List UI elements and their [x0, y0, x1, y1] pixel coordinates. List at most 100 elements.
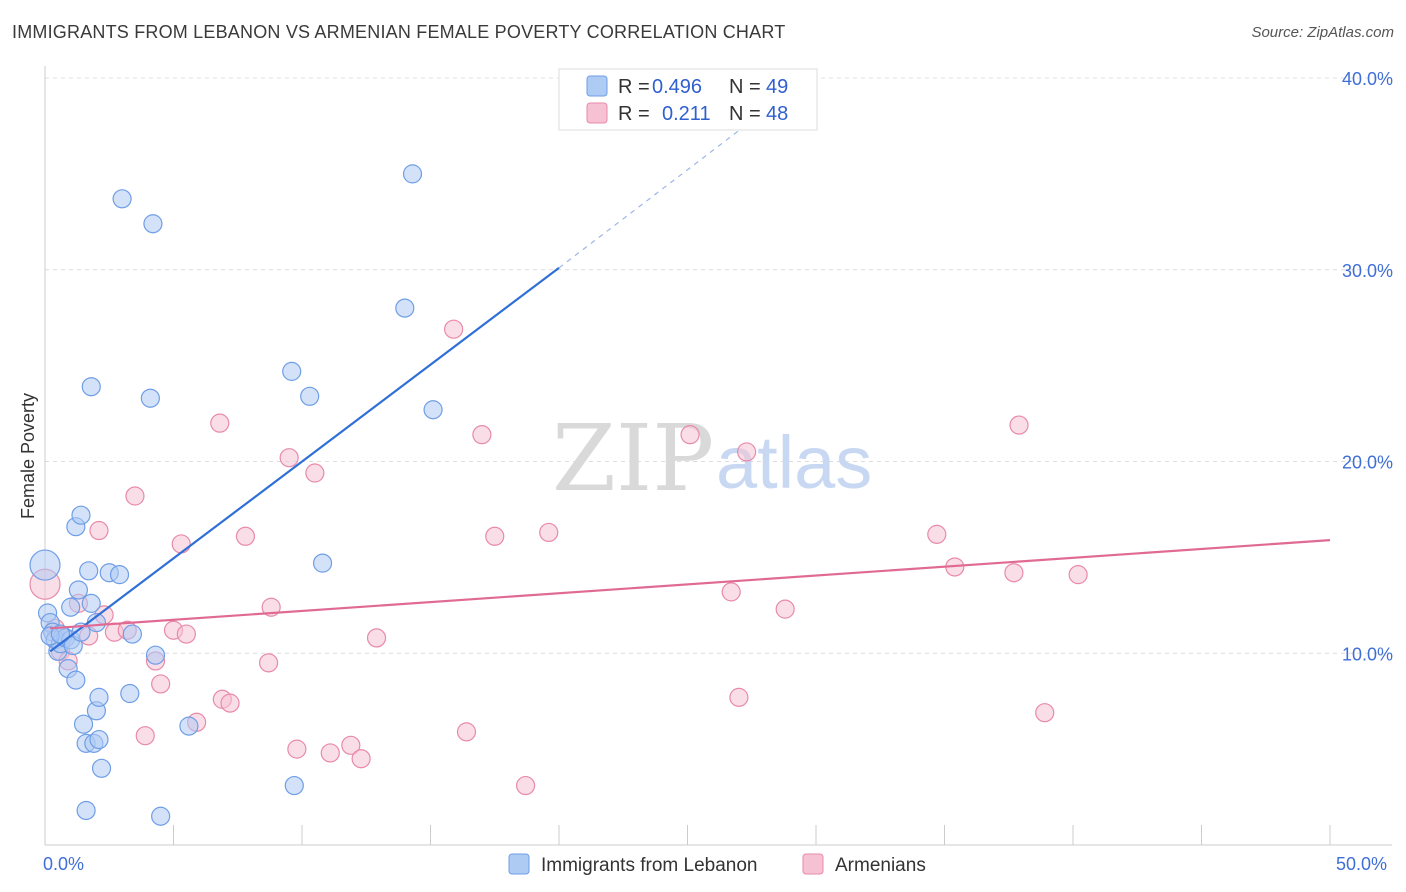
armenians-point-11 [135, 726, 155, 746]
legend-n-label-1: N = [729, 76, 761, 98]
y-tick-label-2: 30.0% [1342, 261, 1393, 281]
legend-r-label-1: R = [618, 76, 650, 98]
legend-n-value-2: 48 [766, 103, 788, 125]
armenians-point-25 [287, 739, 307, 759]
armenians-point-46 [1035, 703, 1055, 723]
watermark-atlas: atlas [716, 421, 872, 504]
lebanon-point-34 [122, 624, 142, 644]
y-tick-labels: 10.0% 20.0% 30.0% 40.0% [1342, 69, 1393, 664]
armenians-point-44 [1004, 563, 1024, 583]
lebanon-point-13 [66, 670, 86, 690]
lebanon-point-37 [145, 645, 166, 665]
armenians-point-45 [1009, 415, 1029, 435]
armenians-point-37 [680, 425, 700, 445]
lebanon-point-17 [71, 505, 91, 525]
lebanon-point-0 [29, 549, 61, 581]
armenians-point-10 [125, 486, 145, 506]
armenians-point-26 [305, 463, 325, 483]
lebanon-points [29, 164, 443, 826]
lebanon-point-31 [109, 565, 130, 585]
lebanon-point-44 [395, 298, 415, 318]
bottom-legend: Immigrants from Lebanon Armenians [508, 853, 926, 876]
armenians-trend-line [50, 539, 1331, 630]
armenians-point-27 [320, 743, 340, 763]
armenians-point-22 [258, 653, 279, 673]
lebanon-point-22 [81, 377, 101, 397]
lebanon-trend-line [49, 266, 560, 653]
armenians-point-41 [775, 599, 795, 619]
legend-n-value-1: 49 [766, 76, 788, 98]
armenians-point-31 [444, 319, 464, 339]
lebanon-point-35 [140, 388, 160, 408]
y-tick-label-3: 40.0% [1342, 69, 1393, 89]
lebanon-point-41 [284, 775, 304, 796]
legend-r-value-1: 0.496 [652, 76, 702, 98]
watermark: ZIP atlas [552, 405, 872, 512]
bottom-legend-swatch-pink [802, 853, 824, 875]
lebanon-point-15 [68, 580, 89, 600]
armenians-point-38 [721, 582, 741, 602]
chart-title: IMMIGRANTS FROM LEBANON VS ARMENIAN FEMA… [12, 22, 786, 42]
armenians-point-16 [176, 624, 196, 644]
lebanon-point-45 [402, 164, 423, 184]
x-tick-min: 0.0% [43, 854, 84, 874]
lebanon-point-38 [151, 806, 171, 826]
lebanon-point-27 [89, 687, 109, 707]
y-tick-label-0: 10.0% [1342, 644, 1393, 664]
y-axis-label: Female Poverty [18, 393, 38, 519]
armenians-point-20 [220, 693, 240, 713]
lebanon-point-33 [120, 683, 140, 704]
bottom-legend-label-lebanon: Immigrants from Lebanon [541, 855, 758, 876]
armenians-point-30 [366, 628, 387, 648]
lebanon-point-20 [76, 800, 96, 821]
lebanon-point-36 [143, 214, 163, 234]
armenians-point-39 [729, 687, 749, 707]
lebanon-point-29 [91, 758, 112, 778]
armenians-point-33 [472, 425, 492, 445]
lebanon-point-43 [312, 553, 333, 573]
x-tick-max: 50.0% [1336, 854, 1387, 874]
armenians-point-15 [171, 534, 191, 554]
lebanon-point-28 [89, 729, 109, 750]
armenians-point-18 [210, 413, 230, 433]
armenians-point-47 [1068, 565, 1088, 585]
armenians-point-13 [151, 674, 171, 694]
armenians-point-35 [515, 775, 536, 796]
lebanon-point-42 [300, 386, 320, 406]
armenians-point-24 [279, 448, 299, 468]
legend-r-label-2: R = [618, 103, 650, 125]
armenians-point-34 [485, 526, 505, 546]
lebanon-point-40 [282, 361, 302, 381]
armenians-point-29 [351, 749, 371, 769]
watermark-zip: ZIP [552, 405, 714, 512]
lebanon-point-21 [79, 561, 99, 581]
y-tick-label-1: 20.0% [1342, 453, 1393, 473]
bottom-legend-swatch-blue [508, 853, 530, 875]
lebanon-point-46 [423, 400, 443, 420]
armenians-point-28 [341, 735, 361, 755]
armenians-point-40 [737, 442, 757, 462]
bottom-legend-label-armenians: Armenians [835, 855, 926, 876]
legend-n-label-2: N = [729, 103, 761, 125]
lebanon-point-32 [112, 189, 132, 209]
legend-swatch-pink [586, 102, 608, 124]
legend-swatch-blue [586, 75, 608, 97]
armenians-point-36 [539, 522, 559, 543]
armenians-point-42 [927, 524, 947, 544]
chart-source: Source: ZipAtlas.com [1251, 24, 1394, 41]
lebanon-point-11 [61, 597, 81, 617]
armenians-point-6 [89, 520, 109, 541]
grid-lines [45, 77, 1392, 654]
lebanon-point-18 [73, 714, 94, 734]
axes [44, 66, 1392, 846]
armenians-point-32 [456, 722, 477, 742]
lebanon-point-23 [81, 593, 101, 613]
legend-r-value-2: 0.211 [662, 103, 711, 125]
top-legend: R = 0.496 N = 49 R = 0.211 N = 48 [558, 68, 818, 131]
armenians-point-21 [235, 526, 256, 546]
armenians-points [29, 319, 1088, 796]
lebanon-point-16 [71, 622, 91, 642]
lebanon-point-39 [179, 716, 199, 736]
trend-lines [49, 96, 1331, 653]
